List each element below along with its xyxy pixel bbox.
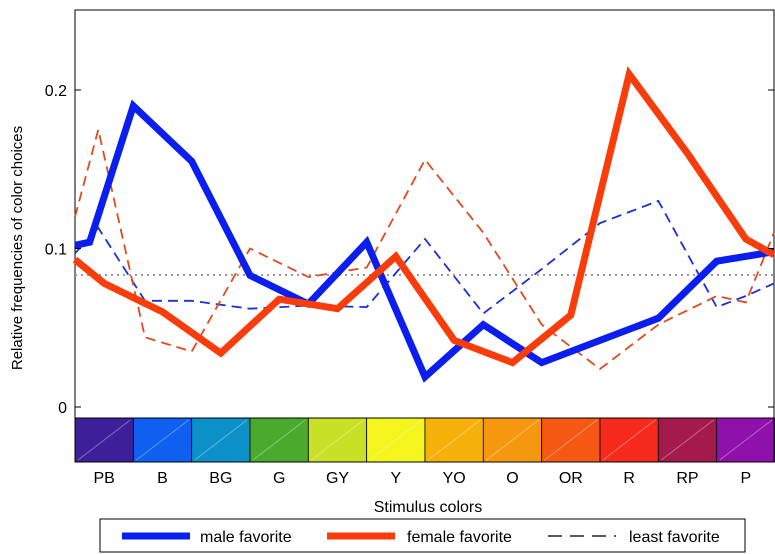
x-tick-label: O bbox=[506, 470, 518, 487]
swatch-PB bbox=[74, 417, 134, 463]
x-tick-label: R bbox=[623, 470, 635, 487]
swatch-YO bbox=[424, 417, 484, 463]
y-tick-label: 0.2 bbox=[45, 83, 67, 100]
y-tick-label: 0.1 bbox=[45, 242, 67, 259]
legend: male favorite female favorite least favori… bbox=[99, 518, 746, 553]
series-line-least-favorite bbox=[74, 199, 775, 315]
legend-box bbox=[99, 518, 746, 553]
x-tick-label: YO bbox=[443, 470, 466, 487]
swatch-RP bbox=[657, 417, 718, 463]
legend-label: least favorite bbox=[629, 529, 720, 546]
color-swatch-strip bbox=[74, 417, 775, 463]
swatch-sheen bbox=[77, 419, 131, 461]
series-line-female-favorite bbox=[72, 66, 775, 367]
y-tick-label: 0 bbox=[58, 400, 67, 417]
series-group bbox=[72, 66, 775, 383]
x-tick-label: RP bbox=[676, 470, 698, 487]
x-tick-label: P bbox=[740, 470, 751, 487]
series-line-male-favorite bbox=[74, 99, 775, 383]
plot-area bbox=[74, 9, 775, 463]
x-tick-label: GY bbox=[326, 470, 349, 487]
swatch-sheen bbox=[661, 419, 714, 461]
swatch-B bbox=[132, 417, 193, 463]
swatch-sheen bbox=[136, 419, 189, 461]
x-tick-label: BG bbox=[209, 470, 232, 487]
x-tick-label: B bbox=[157, 470, 168, 487]
swatch-BG bbox=[191, 417, 251, 463]
swatch-sheen bbox=[719, 419, 773, 461]
y-axis-label: Relative frequencies of color choices bbox=[9, 126, 26, 370]
x-tick-label: G bbox=[273, 470, 285, 487]
swatch-R bbox=[599, 417, 659, 463]
swatch-sheen bbox=[427, 419, 481, 461]
x-tick-label: PB bbox=[93, 470, 114, 487]
x-axis: PB B BG G GY Y YO O OR R RP P bbox=[93, 470, 751, 487]
y-axis: 0 0.1 0.2 bbox=[45, 83, 774, 417]
swatch-P bbox=[716, 417, 775, 463]
swatch-sheen bbox=[486, 419, 539, 461]
legend-label: male favorite bbox=[200, 529, 292, 546]
swatch-sheen bbox=[369, 419, 423, 461]
legend-label: female favorite bbox=[407, 529, 512, 546]
x-axis-label: Stimulus colors bbox=[374, 499, 482, 516]
x-tick-label: Y bbox=[390, 470, 401, 487]
swatch-sheen bbox=[252, 419, 306, 461]
x-tick-label: OR bbox=[559, 470, 583, 487]
swatch-sheen bbox=[194, 419, 248, 461]
swatch-sheen bbox=[544, 419, 598, 461]
swatch-sheen bbox=[311, 419, 364, 461]
series-line-least-favorite-female- bbox=[74, 129, 775, 371]
swatch-sheen bbox=[602, 419, 656, 461]
swatch-GY bbox=[307, 417, 368, 463]
